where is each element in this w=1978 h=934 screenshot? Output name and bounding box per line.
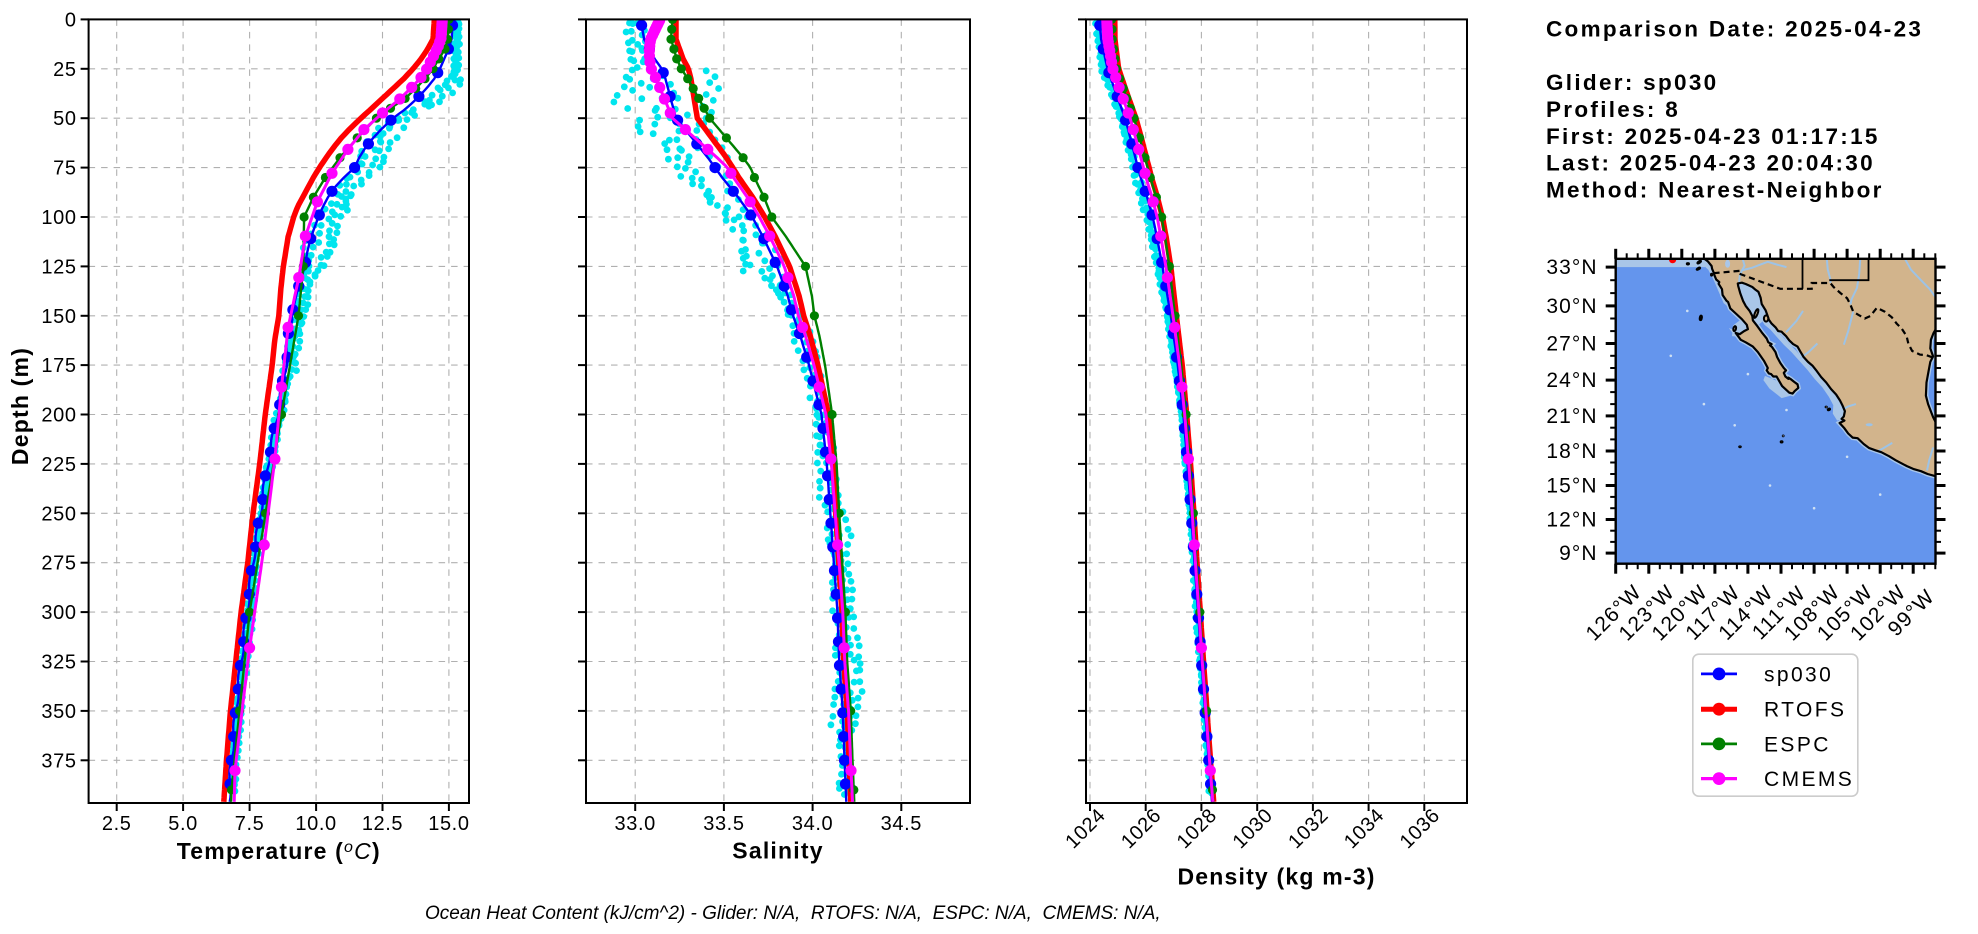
svg-text:First: 2025-04-23 01:17:15: First: 2025-04-23 01:17:15 <box>1546 124 1880 149</box>
svg-text:12.5: 12.5 <box>362 813 403 835</box>
svg-text:50: 50 <box>53 108 76 130</box>
svg-text:18°N: 18°N <box>1546 440 1597 463</box>
svg-text:75: 75 <box>53 158 76 180</box>
svg-text:175: 175 <box>41 355 76 377</box>
svg-text:10.0: 10.0 <box>295 813 336 835</box>
svg-text:30°N: 30°N <box>1546 295 1597 318</box>
svg-text:CMEMS: CMEMS <box>1764 768 1854 791</box>
svg-text:Method: Nearest-Neighbor: Method: Nearest-Neighbor <box>1546 178 1884 203</box>
svg-text:0: 0 <box>65 9 77 31</box>
svg-text:RTOFS: RTOFS <box>1764 699 1846 722</box>
svg-text:2.5: 2.5 <box>102 813 132 835</box>
svg-text:25: 25 <box>53 59 76 81</box>
svg-text:Glider: sp030: Glider: sp030 <box>1546 70 1718 95</box>
svg-text:150: 150 <box>41 306 76 328</box>
svg-text:34.0: 34.0 <box>792 813 833 835</box>
svg-text:sp030: sp030 <box>1764 663 1833 686</box>
svg-text:375: 375 <box>41 750 76 772</box>
svg-text:15°N: 15°N <box>1546 475 1597 498</box>
svg-text:5.0: 5.0 <box>168 813 198 835</box>
svg-text:33.0: 33.0 <box>615 813 656 835</box>
svg-text:Density (kg m-3): Density (kg m-3) <box>1177 864 1375 890</box>
svg-text:275: 275 <box>41 553 76 575</box>
svg-text:225: 225 <box>41 454 76 476</box>
svg-text:27°N: 27°N <box>1546 333 1597 356</box>
svg-text:34.5: 34.5 <box>881 813 922 835</box>
svg-text:250: 250 <box>41 503 76 525</box>
svg-text:200: 200 <box>41 405 76 427</box>
svg-text:24°N: 24°N <box>1546 369 1597 392</box>
svg-text:100: 100 <box>41 207 76 229</box>
svg-text:Profiles: 8: Profiles: 8 <box>1546 97 1680 122</box>
svg-text:33°N: 33°N <box>1546 256 1597 279</box>
svg-text:Comparison Date: 2025-04-23: Comparison Date: 2025-04-23 <box>1546 17 1923 42</box>
svg-text:Depth (m): Depth (m) <box>7 347 33 465</box>
svg-text:300: 300 <box>41 602 76 624</box>
svg-text:9°N: 9°N <box>1559 542 1598 565</box>
svg-text:125: 125 <box>41 256 76 278</box>
svg-text:325: 325 <box>41 652 76 674</box>
svg-text:Last: 2025-04-23 20:04:30: Last: 2025-04-23 20:04:30 <box>1546 151 1875 176</box>
svg-text:ESPC: ESPC <box>1764 733 1831 756</box>
svg-text:21°N: 21°N <box>1546 405 1597 428</box>
svg-text:33.5: 33.5 <box>703 813 744 835</box>
svg-text:Ocean Heat Content (kJ/cm^2) -: Ocean Heat Content (kJ/cm^2) - Glider: N… <box>425 903 1161 924</box>
svg-text:350: 350 <box>41 701 76 723</box>
svg-text:7.5: 7.5 <box>235 813 265 835</box>
svg-text:12°N: 12°N <box>1546 509 1597 532</box>
svg-text:Salinity: Salinity <box>732 838 823 864</box>
svg-text:15.0: 15.0 <box>428 813 469 835</box>
